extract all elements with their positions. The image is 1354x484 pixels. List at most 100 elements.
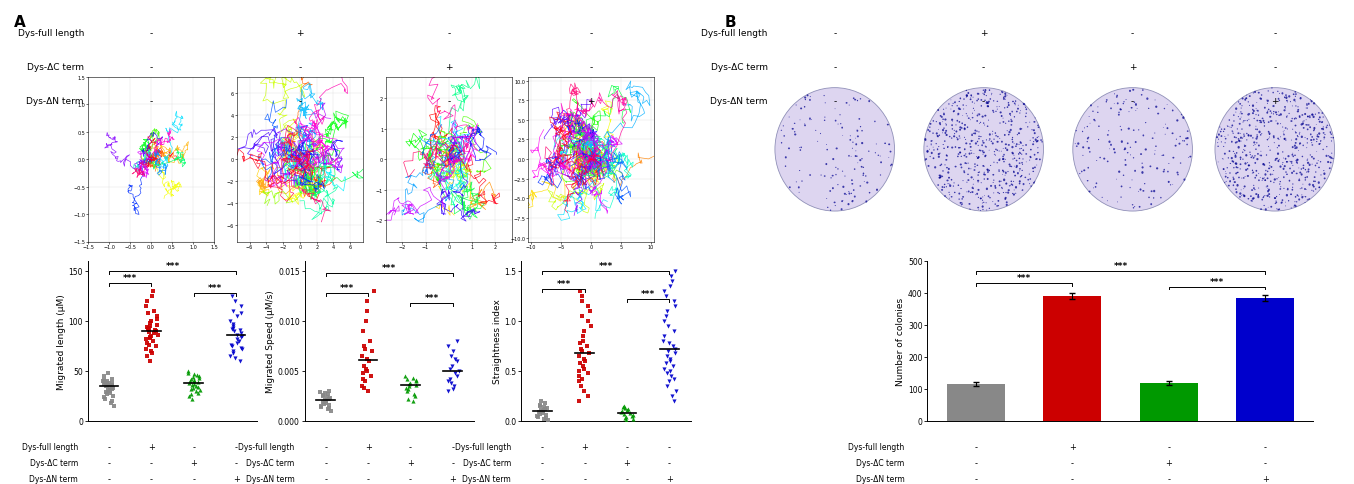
Ellipse shape [982,145,983,147]
Ellipse shape [1298,180,1300,182]
Point [92,378,114,385]
Ellipse shape [1257,135,1258,136]
Ellipse shape [1148,108,1150,110]
Ellipse shape [1005,197,1007,199]
Ellipse shape [1037,137,1039,139]
Text: +: + [980,30,987,38]
Ellipse shape [1243,134,1244,136]
Ellipse shape [1327,162,1330,164]
Ellipse shape [1183,179,1186,182]
Ellipse shape [1258,131,1261,134]
Point [570,346,592,353]
Text: Dys-ΔN term: Dys-ΔN term [856,474,904,483]
Point [97,386,119,394]
Ellipse shape [980,198,982,200]
Ellipse shape [1250,196,1252,197]
Point [93,393,115,401]
Point [99,383,121,391]
Ellipse shape [1323,137,1326,139]
Point [663,349,685,357]
Ellipse shape [983,90,984,92]
Ellipse shape [1322,129,1323,130]
Text: -: - [584,474,586,483]
Ellipse shape [1129,91,1131,93]
Ellipse shape [1275,112,1277,114]
Ellipse shape [1316,136,1319,138]
Ellipse shape [1239,141,1240,143]
Ellipse shape [1284,139,1285,141]
Ellipse shape [959,136,960,137]
Ellipse shape [927,166,929,167]
Ellipse shape [1323,133,1324,135]
Ellipse shape [1010,184,1013,186]
Text: -: - [367,458,370,467]
Ellipse shape [1018,183,1021,185]
Ellipse shape [1132,90,1135,91]
Ellipse shape [862,173,864,175]
Ellipse shape [1286,174,1288,176]
Ellipse shape [982,151,983,152]
Ellipse shape [1300,172,1301,174]
Ellipse shape [988,139,991,140]
Ellipse shape [983,152,984,154]
Point [177,367,199,375]
Ellipse shape [1247,176,1248,178]
Ellipse shape [857,136,858,138]
Text: -: - [409,442,412,451]
Point [653,318,674,325]
Ellipse shape [940,116,941,118]
Point [578,302,600,310]
Ellipse shape [969,147,972,149]
Point [221,341,242,349]
Ellipse shape [1277,123,1278,125]
Text: Dys-full length: Dys-full length [701,30,768,38]
Text: Dys-full length: Dys-full length [848,442,904,451]
Ellipse shape [978,181,979,182]
Ellipse shape [1303,165,1304,167]
Ellipse shape [1313,177,1316,179]
Ellipse shape [854,196,856,198]
Text: ***: *** [165,261,180,271]
Ellipse shape [800,150,802,151]
Ellipse shape [1104,158,1105,160]
Ellipse shape [1319,121,1320,123]
Ellipse shape [944,119,946,121]
Text: Dys-ΔC term: Dys-ΔC term [246,458,295,467]
Ellipse shape [1244,163,1247,166]
Ellipse shape [971,135,974,137]
Point [95,388,116,396]
Ellipse shape [1033,154,1036,156]
Point [538,416,559,424]
Ellipse shape [941,117,942,119]
Ellipse shape [1087,167,1089,169]
Ellipse shape [1251,190,1254,192]
Ellipse shape [1313,128,1316,130]
Point [139,348,161,355]
Point [612,407,634,415]
Ellipse shape [857,131,858,133]
Point [447,372,468,380]
Point [313,400,334,408]
Point [657,369,678,377]
Ellipse shape [1131,108,1132,109]
Ellipse shape [951,197,952,198]
Text: Dys-ΔC term: Dys-ΔC term [711,63,768,72]
Point [532,407,554,415]
Ellipse shape [1029,179,1032,181]
Text: Dys-ΔN term: Dys-ΔN term [245,474,295,483]
Ellipse shape [1106,100,1108,102]
Point [183,378,204,385]
Ellipse shape [1252,113,1254,115]
Ellipse shape [959,199,960,200]
Ellipse shape [938,153,940,156]
Ellipse shape [1011,139,1013,141]
Point [311,398,333,406]
Ellipse shape [1235,163,1236,165]
Point [616,413,638,421]
Point [320,394,341,402]
Point [611,408,632,416]
Point [181,381,203,389]
Point [621,415,643,423]
Point [138,324,160,332]
Point [229,357,250,365]
